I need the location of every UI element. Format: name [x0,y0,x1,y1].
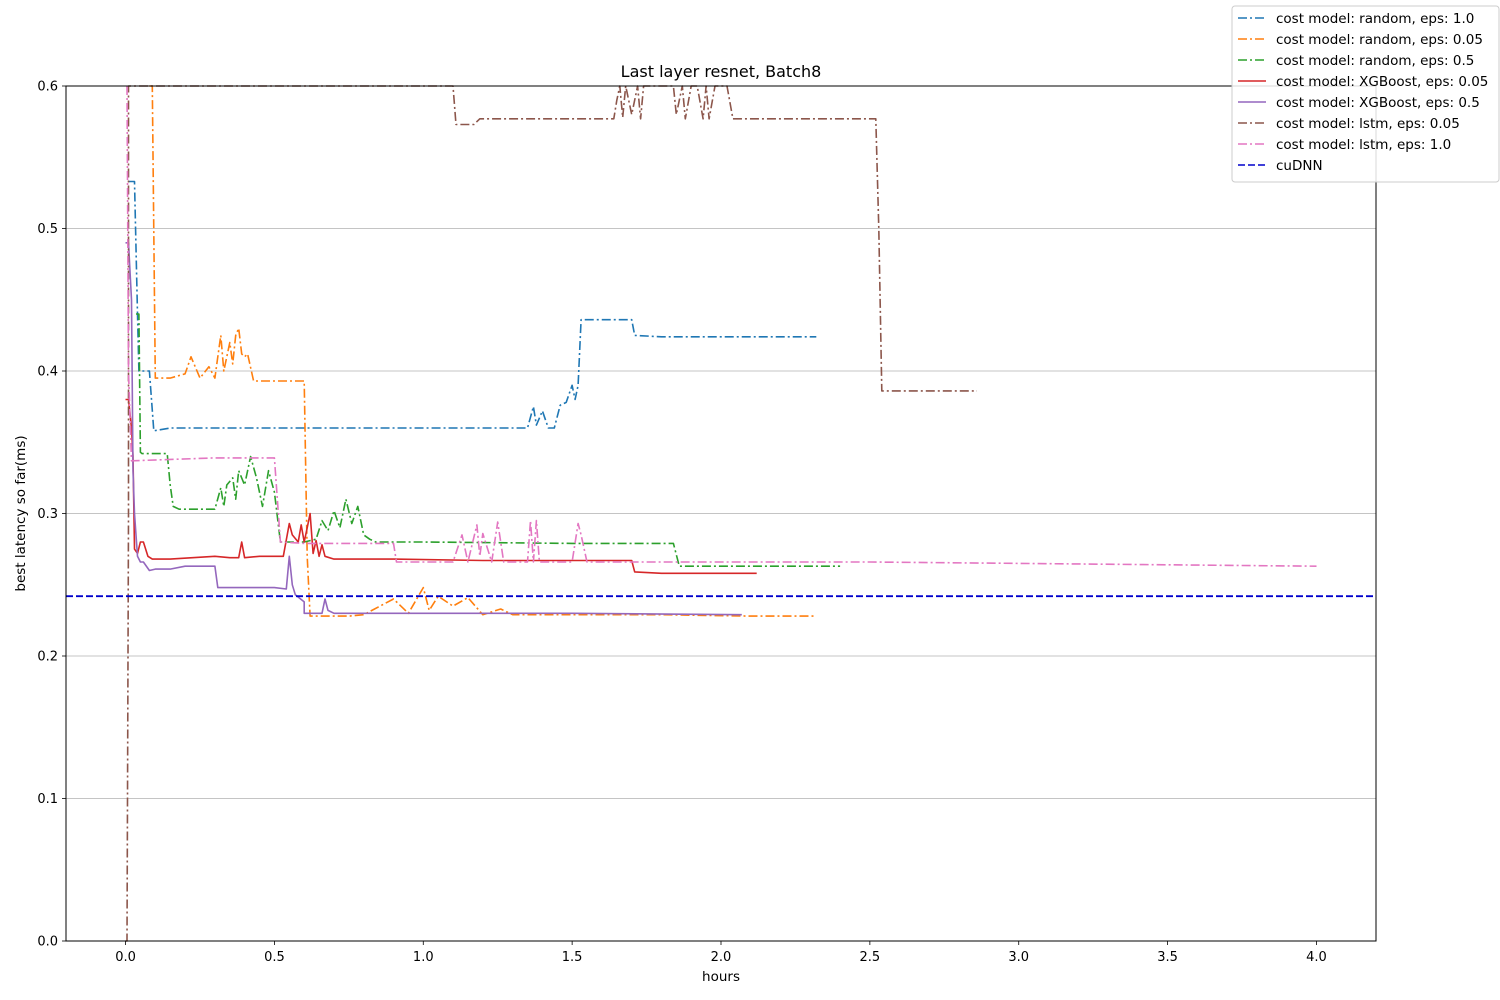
x-tick-label: 0.0 [115,950,136,965]
x-tick-label: 3.5 [1157,950,1178,965]
series-line-cost-model-lstm-eps-0-05 [125,85,977,942]
legend-label: cost model: random, eps: 0.05 [1276,32,1483,48]
x-tick-label: 2.5 [860,950,881,965]
legend-label: cuDNN [1276,158,1323,174]
x-tick-label: 2.0 [711,950,732,965]
series-line-cost-model-lstm-eps-1-0 [126,85,1317,567]
y-tick-label: 0.0 [37,935,58,950]
series-line-cost-model-xgboost-eps-0-5 [125,242,742,616]
x-axis-ticks: 0.0 0.5 1.0 1.5 2.0 2.5 3.0 3.5 4.0 [115,941,1327,965]
y-tick-label: 0.1 [37,792,58,807]
x-axis-title: hours [702,969,740,985]
series-line-cost-model-random-eps-0-05 [149,85,817,617]
y-tick-label: 0.3 [37,507,58,522]
legend-label: cost model: random, eps: 0.5 [1276,53,1474,69]
series-line-cost-model-xgboost-eps-0-05 [125,398,757,575]
y-tick-label: 0.2 [37,650,58,665]
grid-lines [66,228,1376,799]
x-tick-label: 3.0 [1008,950,1029,965]
legend: cost model: random, eps: 1.0 cost model: … [1231,5,1500,183]
x-tick-label: 1.0 [413,950,434,965]
series-lines [66,85,1376,942]
series-line-cost-model-random-eps-1-0 [128,180,817,432]
legend-label: cost model: XGBoost, eps: 0.5 [1276,95,1480,111]
y-tick-label: 0.4 [37,365,58,380]
series-line-cost-model-random-eps-0-5 [136,313,841,568]
legend-box [1231,5,1500,183]
y-axis-ticks: 0.0 0.1 0.2 0.3 0.4 0.5 0.6 [37,80,66,950]
y-tick-label: 0.6 [37,80,58,95]
y-tick-label: 0.5 [37,222,58,237]
x-tick-label: 0.5 [264,950,285,965]
x-tick-label: 1.5 [562,950,583,965]
legend-label: cost model: XGBoost, eps: 0.05 [1276,74,1488,90]
chart-title: Last layer resnet, Batch8 [621,62,822,81]
legend-label: cost model: random, eps: 1.0 [1276,11,1474,27]
legend-label: cost model: lstm, eps: 1.0 [1276,137,1451,153]
y-axis-title: best latency so far(ms) [13,435,29,591]
x-tick-label: 4.0 [1306,950,1327,965]
legend-label: cost model: lstm, eps: 0.05 [1276,116,1460,132]
